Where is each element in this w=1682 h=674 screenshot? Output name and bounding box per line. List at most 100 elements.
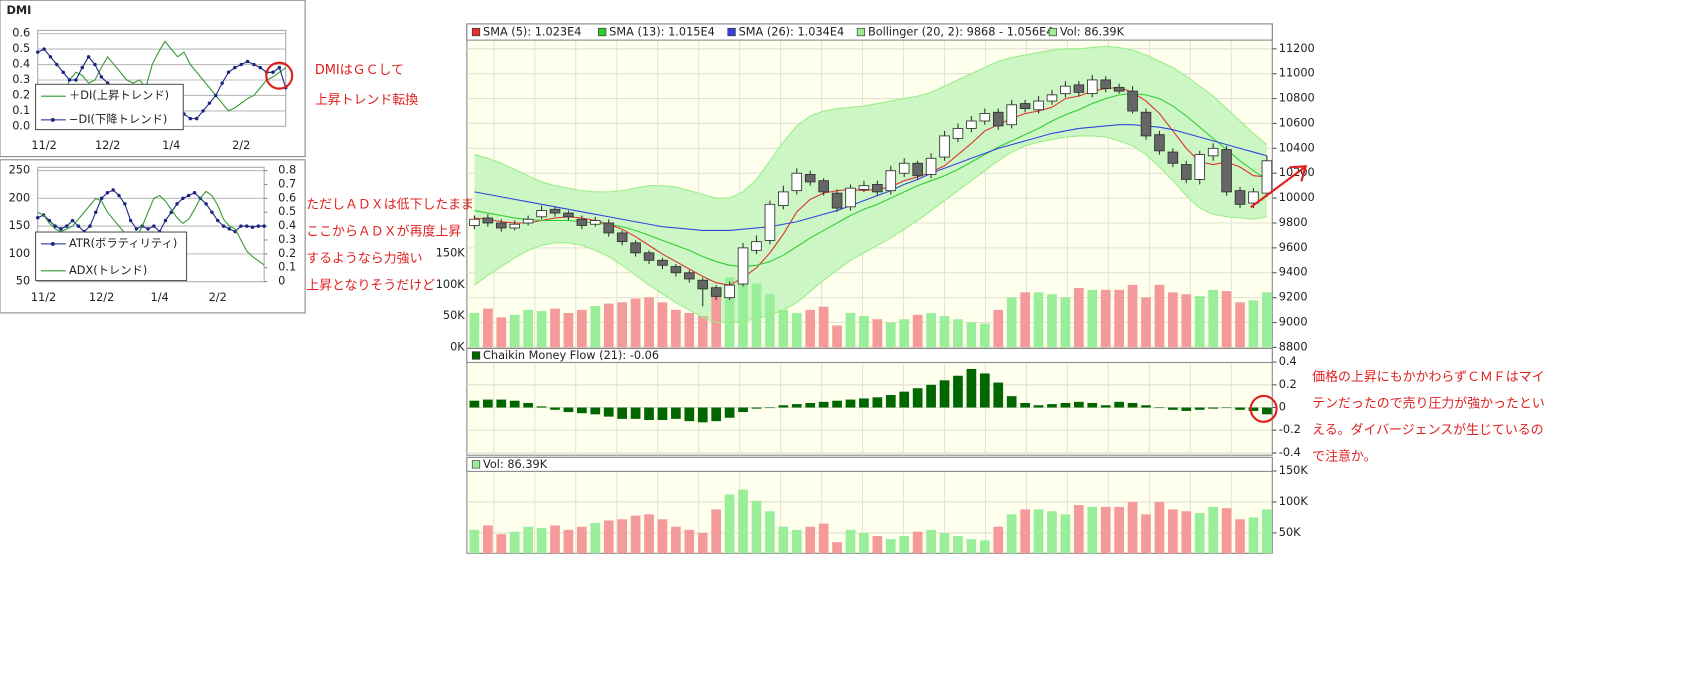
candle-body (885, 170, 897, 192)
bar (751, 407, 762, 409)
point (271, 70, 275, 75)
x-tick-label: 2/2 (232, 138, 250, 152)
bar (1020, 509, 1030, 554)
point (123, 202, 127, 206)
legend-swatch (856, 27, 866, 37)
volume-bar (1114, 289, 1124, 348)
point (94, 210, 98, 214)
x-tick-label: 1/4 (162, 138, 180, 152)
volume-bar (1087, 289, 1098, 348)
y2-tick-label: 0.3 (278, 232, 296, 246)
band-fill (662, 185, 676, 303)
volume-bar (1060, 297, 1071, 348)
volume-bar (1194, 296, 1205, 348)
bar (1208, 407, 1219, 409)
bar (563, 529, 574, 554)
band-fill (501, 163, 515, 267)
point (99, 196, 104, 201)
point (239, 62, 243, 67)
bar (724, 494, 735, 554)
volume-bar (738, 272, 748, 348)
point (105, 191, 110, 195)
trend-arrow-head (1289, 165, 1308, 182)
bar (1114, 401, 1124, 408)
point (86, 55, 91, 59)
bar (912, 388, 923, 408)
bar (939, 532, 950, 554)
bar (791, 529, 802, 554)
bar (805, 526, 816, 554)
bar (805, 402, 816, 408)
legend-label: SMA (26): 1.034E4 (739, 25, 845, 39)
volume-bar (671, 309, 681, 348)
point (214, 93, 218, 98)
volume-bar (832, 325, 842, 348)
point (188, 116, 193, 121)
volume-bar (751, 283, 762, 348)
candle-body (684, 272, 695, 280)
bar (563, 407, 574, 413)
point (36, 50, 40, 54)
volume-bar (1262, 292, 1272, 348)
band-fill (689, 190, 703, 318)
bar (845, 399, 856, 408)
bar (885, 395, 896, 408)
volume-bar (590, 306, 601, 348)
y2-tick-label: 0.6 (278, 190, 296, 204)
bar (711, 509, 722, 554)
bar (993, 526, 1004, 554)
band-fill (1092, 46, 1106, 138)
volume-bar (791, 312, 802, 348)
candle-body (576, 218, 588, 226)
bar (711, 407, 722, 422)
point (194, 116, 199, 121)
bar (1154, 501, 1165, 554)
bar (1100, 405, 1111, 408)
band-fill (528, 175, 542, 251)
y-tick-label: 10600 (1279, 115, 1315, 129)
bar (926, 384, 936, 408)
band-fill (1025, 52, 1039, 146)
bar (1100, 506, 1111, 554)
band-fill (783, 125, 797, 311)
candle-body (898, 162, 910, 174)
bar (617, 407, 628, 419)
band-fill (769, 142, 784, 316)
annotation: DMIはＧＣして (315, 63, 404, 78)
band-fill (1038, 50, 1052, 143)
band-fill (608, 190, 623, 266)
y2-tick-label: 0.8 (278, 163, 296, 177)
candle-body (563, 212, 574, 218)
volume-bar (509, 314, 520, 348)
volume-bar (563, 312, 574, 348)
point (59, 227, 63, 231)
volume-bar (845, 312, 856, 348)
band-fill (850, 106, 864, 261)
bar (1047, 404, 1057, 408)
bar (496, 399, 507, 408)
volume-bar (724, 277, 735, 348)
y-tick-label: 0.2 (12, 87, 30, 101)
point (277, 65, 282, 70)
point (192, 191, 197, 195)
y-tick-label: -0.4 (1279, 445, 1301, 459)
bar (577, 407, 587, 414)
bar (1087, 506, 1098, 554)
band-fill (890, 98, 905, 238)
candle-body (751, 241, 762, 251)
bar (939, 380, 950, 408)
candle-body (1248, 191, 1259, 204)
volume-bar (1073, 287, 1084, 348)
band-fill (581, 190, 596, 251)
bar (832, 542, 842, 554)
candle-body (509, 223, 520, 229)
point (181, 196, 185, 201)
volume-bar (550, 308, 560, 348)
y-tick-label: 11200 (1279, 41, 1315, 55)
band-fill (837, 107, 851, 271)
bar (482, 399, 493, 408)
chart-title: Vol: 86.39K (483, 457, 548, 471)
bar (644, 514, 654, 554)
bar (1141, 514, 1151, 554)
legend-swatch (471, 351, 481, 360)
